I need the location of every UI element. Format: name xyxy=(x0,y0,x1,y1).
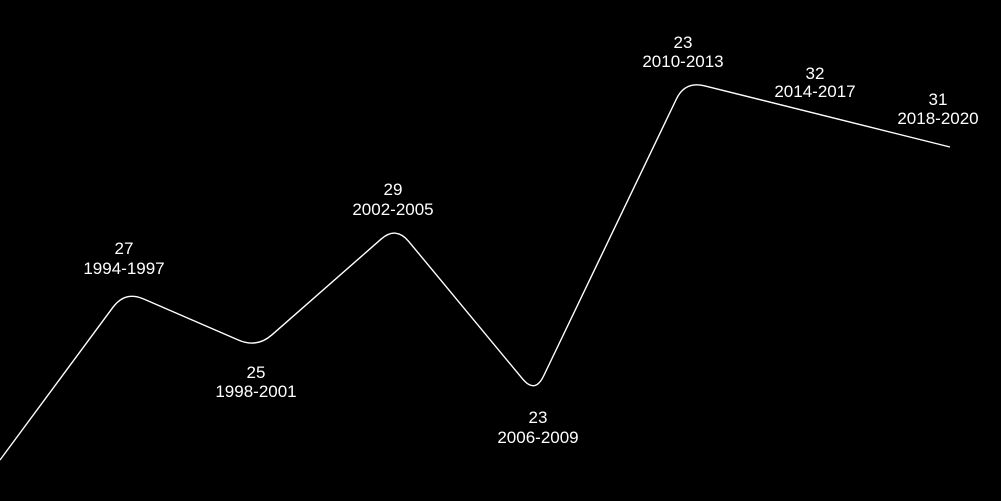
data-label-period: 1994-1997 xyxy=(83,259,164,278)
data-label-period: 2006-2009 xyxy=(497,428,578,447)
data-label-value: 23 xyxy=(529,408,548,427)
data-label-value: 29 xyxy=(384,180,403,199)
data-label-value: 25 xyxy=(247,363,266,382)
data-label-value: 32 xyxy=(806,64,825,83)
data-labels: 271994-1997251998-2001292002-2005232006-… xyxy=(83,33,978,447)
data-label-period: 1998-2001 xyxy=(215,382,296,401)
data-label-value: 27 xyxy=(115,239,134,258)
data-label-period: 2010-2013 xyxy=(642,52,723,71)
data-label-period: 2018-2020 xyxy=(897,109,978,128)
series-line xyxy=(0,84,951,461)
data-label-period: 2014-2017 xyxy=(774,82,855,101)
data-label-period: 2002-2005 xyxy=(352,200,433,219)
data-label-value: 23 xyxy=(674,33,693,52)
data-label-value: 31 xyxy=(929,90,948,109)
